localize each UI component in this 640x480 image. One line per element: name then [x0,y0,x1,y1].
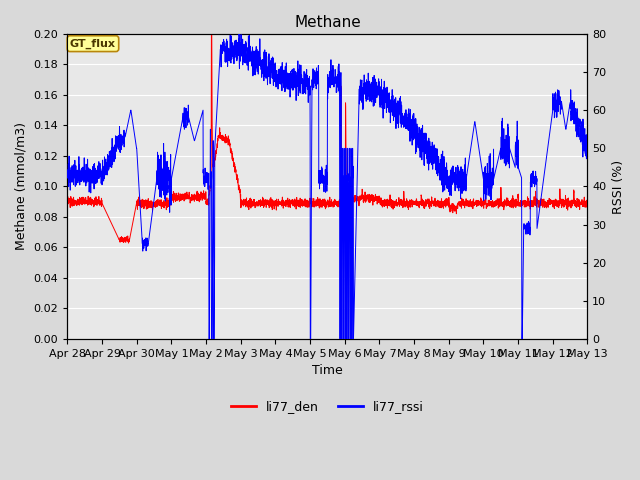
Y-axis label: RSSI (%): RSSI (%) [612,159,625,214]
X-axis label: Time: Time [312,364,343,377]
Title: Methane: Methane [294,15,361,30]
Y-axis label: Methane (mmol/m3): Methane (mmol/m3) [15,122,28,251]
Legend: li77_den, li77_rssi: li77_den, li77_rssi [226,395,429,418]
Text: GT_flux: GT_flux [70,38,116,49]
